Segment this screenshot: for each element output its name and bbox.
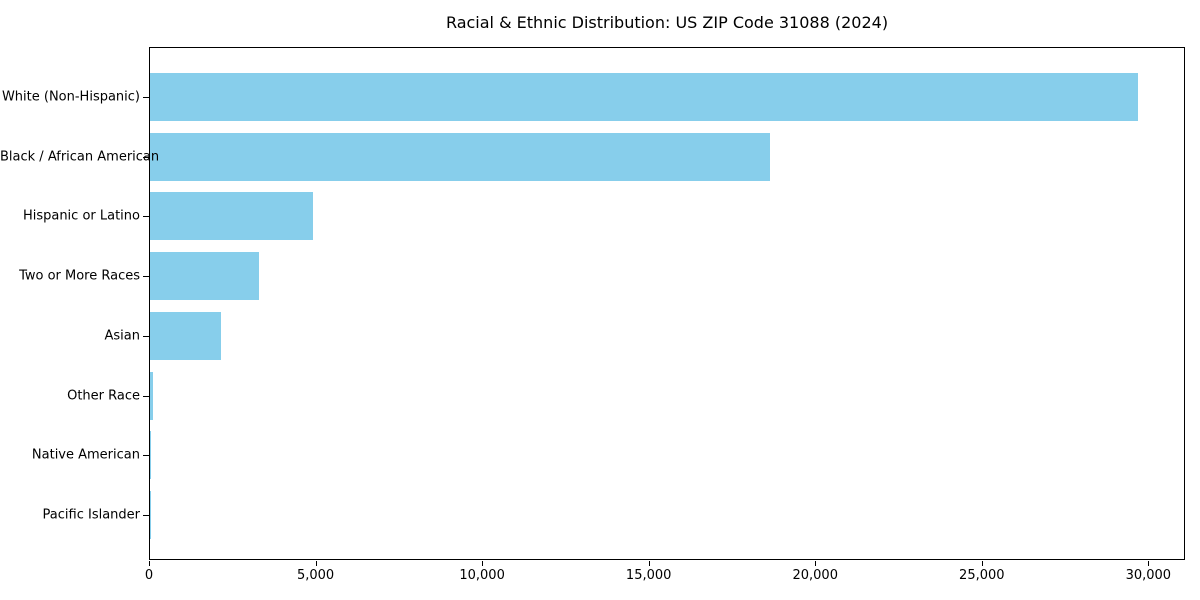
y-axis-label: White (Non-Hispanic) (1, 89, 140, 105)
y-axis-label: Native American (31, 447, 140, 463)
y-axis-tick (143, 276, 149, 278)
y-axis-tick (143, 455, 149, 457)
x-axis-tick-label: 30,000 (1125, 568, 1172, 583)
bar (150, 132, 770, 181)
y-axis-label: Asian (104, 328, 140, 344)
x-axis-tick (482, 561, 484, 566)
x-axis-tick (981, 561, 983, 566)
y-axis-label: Hispanic or Latino (22, 208, 140, 224)
y-axis-tick (143, 156, 149, 158)
y-axis-label: Other Race (67, 388, 140, 404)
x-axis-tick (315, 561, 317, 566)
bar (150, 192, 314, 241)
y-axis-label: Black / African American (0, 149, 160, 165)
y-axis-tick (143, 335, 149, 337)
x-axis-tick (149, 561, 150, 566)
y-axis-label: Pacific Islander (42, 507, 140, 523)
chart-title: Racial & Ethnic Distribution: US ZIP Cod… (445, 13, 889, 32)
y-axis-label: Two or More Races (19, 268, 140, 284)
x-axis-tick (648, 561, 650, 566)
y-axis-tick (143, 216, 149, 218)
x-axis-tick-label: 15,000 (625, 568, 672, 583)
x-axis-tick (1148, 561, 1150, 566)
bar (150, 431, 151, 480)
x-axis-tick-label: 5,000 (296, 568, 335, 583)
y-axis-tick (143, 395, 149, 397)
x-axis-tick-label: 0 (144, 568, 154, 583)
bar (150, 252, 259, 301)
bar (150, 73, 1138, 121)
bar (150, 311, 221, 360)
x-axis-tick (815, 561, 817, 566)
y-axis-tick (143, 97, 149, 98)
plot-area (149, 47, 1185, 560)
x-axis-tick-label: 20,000 (792, 568, 838, 583)
x-axis-tick-label: 10,000 (459, 568, 505, 583)
y-axis-tick (143, 514, 149, 516)
bar (150, 371, 153, 420)
x-axis-tick-label: 25,000 (959, 568, 1005, 583)
